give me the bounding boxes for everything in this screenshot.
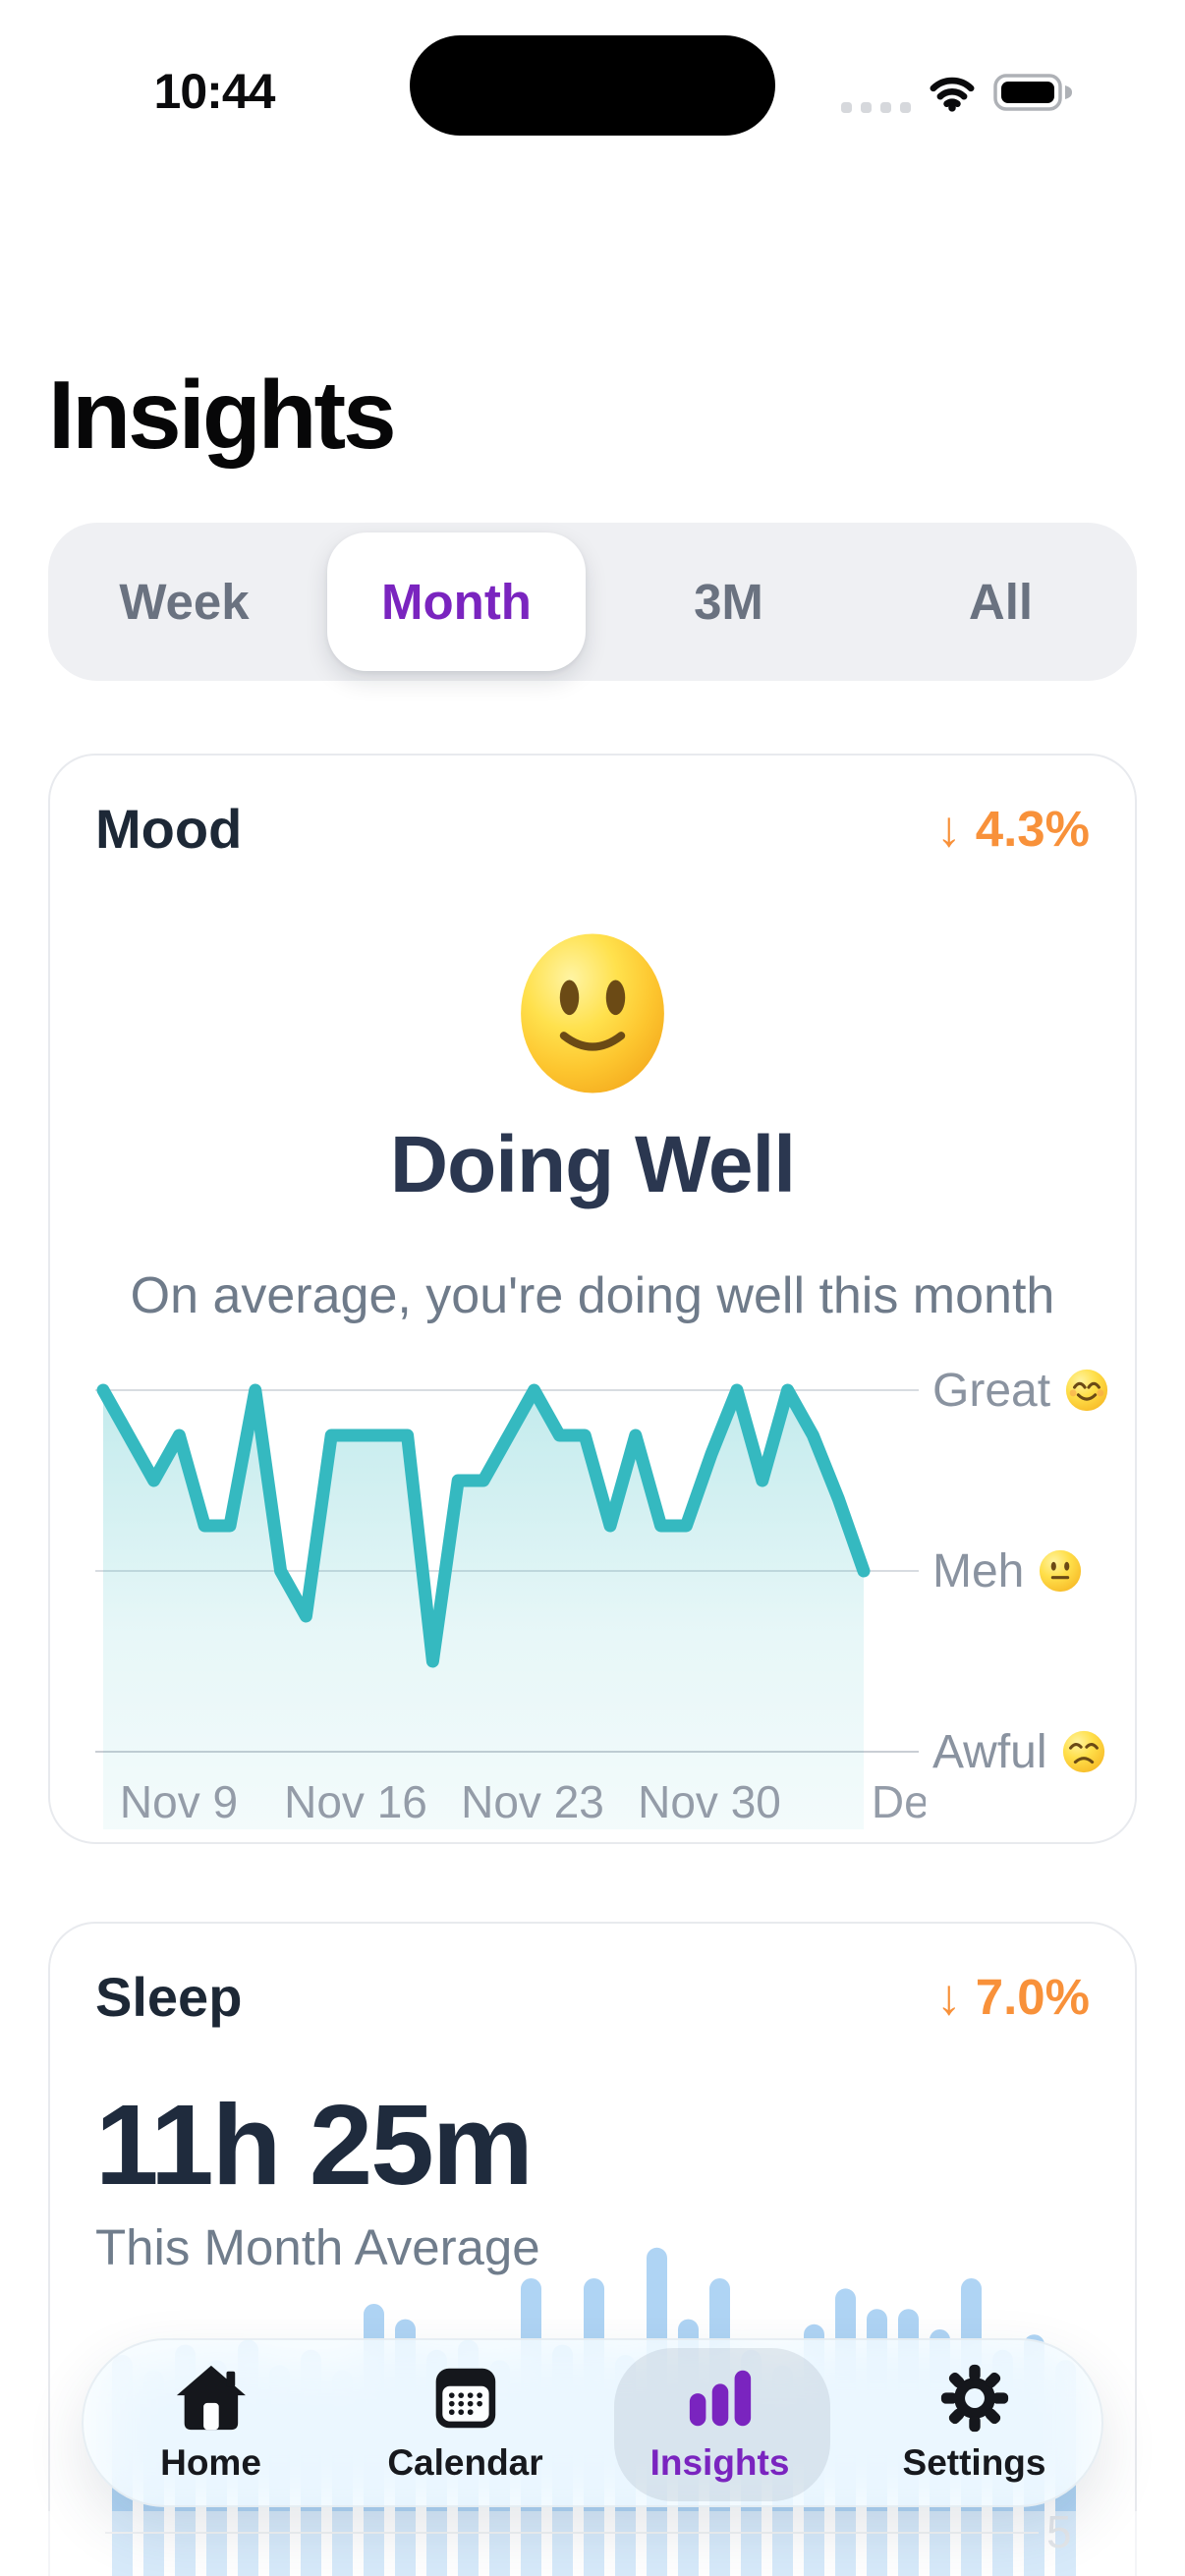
mood-status-subtitle: On average, you're doing well this month	[130, 1267, 1055, 1324]
gear-icon	[939, 2358, 1010, 2438]
mood-level-great: Great	[932, 1361, 1109, 1420]
mood-level-awful: Awful	[932, 1722, 1106, 1781]
slightly-smiling-face-emoji	[513, 930, 672, 1101]
mood-change-badge: ↓ 4.3%	[936, 801, 1090, 857]
mood-line-path	[96, 1383, 871, 1668]
mood-x-tick: Nov 9	[119, 1776, 239, 1827]
segment-all[interactable]: All	[968, 574, 1034, 630]
mood-card[interactable]: Mood ↓ 4.3% Doing Well On average, you'r…	[48, 754, 1137, 1844]
segmented-selected-pill	[327, 532, 586, 671]
battery-icon	[993, 73, 1076, 117]
tab-insights[interactable]: Insights	[592, 2340, 847, 2505]
cellular-signal-icon	[841, 102, 911, 113]
mood-x-tick: Dec 7	[871, 1776, 926, 1827]
tab-home[interactable]: Home	[84, 2340, 338, 2505]
mood-line-chart: Great Meh Awful Nov 9 Nov 16 Nov 23 Nov 30 Dec…	[95, 1358, 1108, 1829]
calendar-icon	[430, 2358, 501, 2438]
sleep-average-caption: This Month Average	[95, 2219, 540, 2275]
mood-card-title: Mood	[95, 798, 243, 860]
sleep-change-badge: ↓ 7.0%	[936, 1969, 1090, 2025]
tab-bar: Home Calendar	[82, 2338, 1103, 2507]
bar-chart-icon	[685, 2358, 756, 2438]
time-range-segmented-control: Week Month 3M All	[48, 523, 1137, 681]
mood-x-tick: Nov 16	[284, 1776, 427, 1827]
mood-level-meh: Meh	[932, 1541, 1083, 1600]
mood-area-fill	[103, 1390, 864, 1829]
tab-settings[interactable]: Settings	[847, 2340, 1101, 2505]
segment-week[interactable]: Week	[119, 574, 250, 630]
tab-calendar[interactable]: Calendar	[338, 2340, 592, 2505]
sleep-card-title: Sleep	[95, 1966, 243, 2028]
mood-x-tick: Nov 30	[638, 1776, 781, 1827]
home-icon	[173, 2358, 250, 2438]
mood-x-axis-labels: Nov 9 Nov 16 Nov 23 Nov 30 Dec 7	[95, 1775, 926, 1829]
bottom-fade-scrim	[0, 2511, 1185, 2576]
segment-month[interactable]: Month	[381, 574, 532, 630]
sleep-average-value: 11h 25m	[95, 2081, 534, 2209]
segment-3m[interactable]: 3M	[694, 574, 763, 630]
page-title: Insights	[48, 361, 397, 469]
dynamic-island	[410, 35, 775, 136]
mood-status-headline: Doing Well	[389, 1120, 796, 1209]
status-bar-time: 10:44	[153, 64, 276, 119]
wifi-icon	[928, 73, 977, 117]
mood-x-tick: Nov 23	[461, 1776, 604, 1827]
status-bar-icons	[841, 73, 1076, 117]
